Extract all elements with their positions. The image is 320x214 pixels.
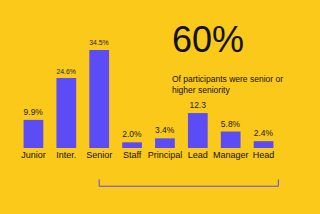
svg-text:60%: 60% <box>172 19 244 60</box>
svg-text:Lead: Lead <box>188 150 208 160</box>
svg-text:3.4%: 3.4% <box>155 125 175 135</box>
svg-text:2.4%: 2.4% <box>254 128 274 138</box>
svg-text:Inter.: Inter. <box>56 150 76 160</box>
svg-text:Manager: Manager <box>213 150 249 160</box>
svg-text:2.0%: 2.0% <box>122 129 142 139</box>
svg-text:Principal: Principal <box>148 150 183 160</box>
svg-text:Head: Head <box>253 150 275 160</box>
svg-text:Staff: Staff <box>123 150 142 160</box>
svg-text:12.3: 12.3 <box>189 100 206 110</box>
svg-text:Senior: Senior <box>86 150 112 160</box>
svg-text:34.5%: 34.5% <box>89 39 108 46</box>
svg-text:5.8%: 5.8% <box>221 119 241 129</box>
svg-text:Of participants were senior or: Of participants were senior orhigher sen… <box>172 74 283 95</box>
svg-text:24.6%: 24.6% <box>56 68 75 75</box>
svg-text:9.9%: 9.9% <box>24 107 44 117</box>
svg-text:Junior: Junior <box>21 150 46 160</box>
